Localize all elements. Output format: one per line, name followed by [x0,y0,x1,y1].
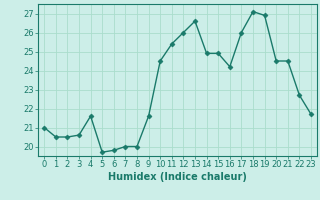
X-axis label: Humidex (Indice chaleur): Humidex (Indice chaleur) [108,172,247,182]
